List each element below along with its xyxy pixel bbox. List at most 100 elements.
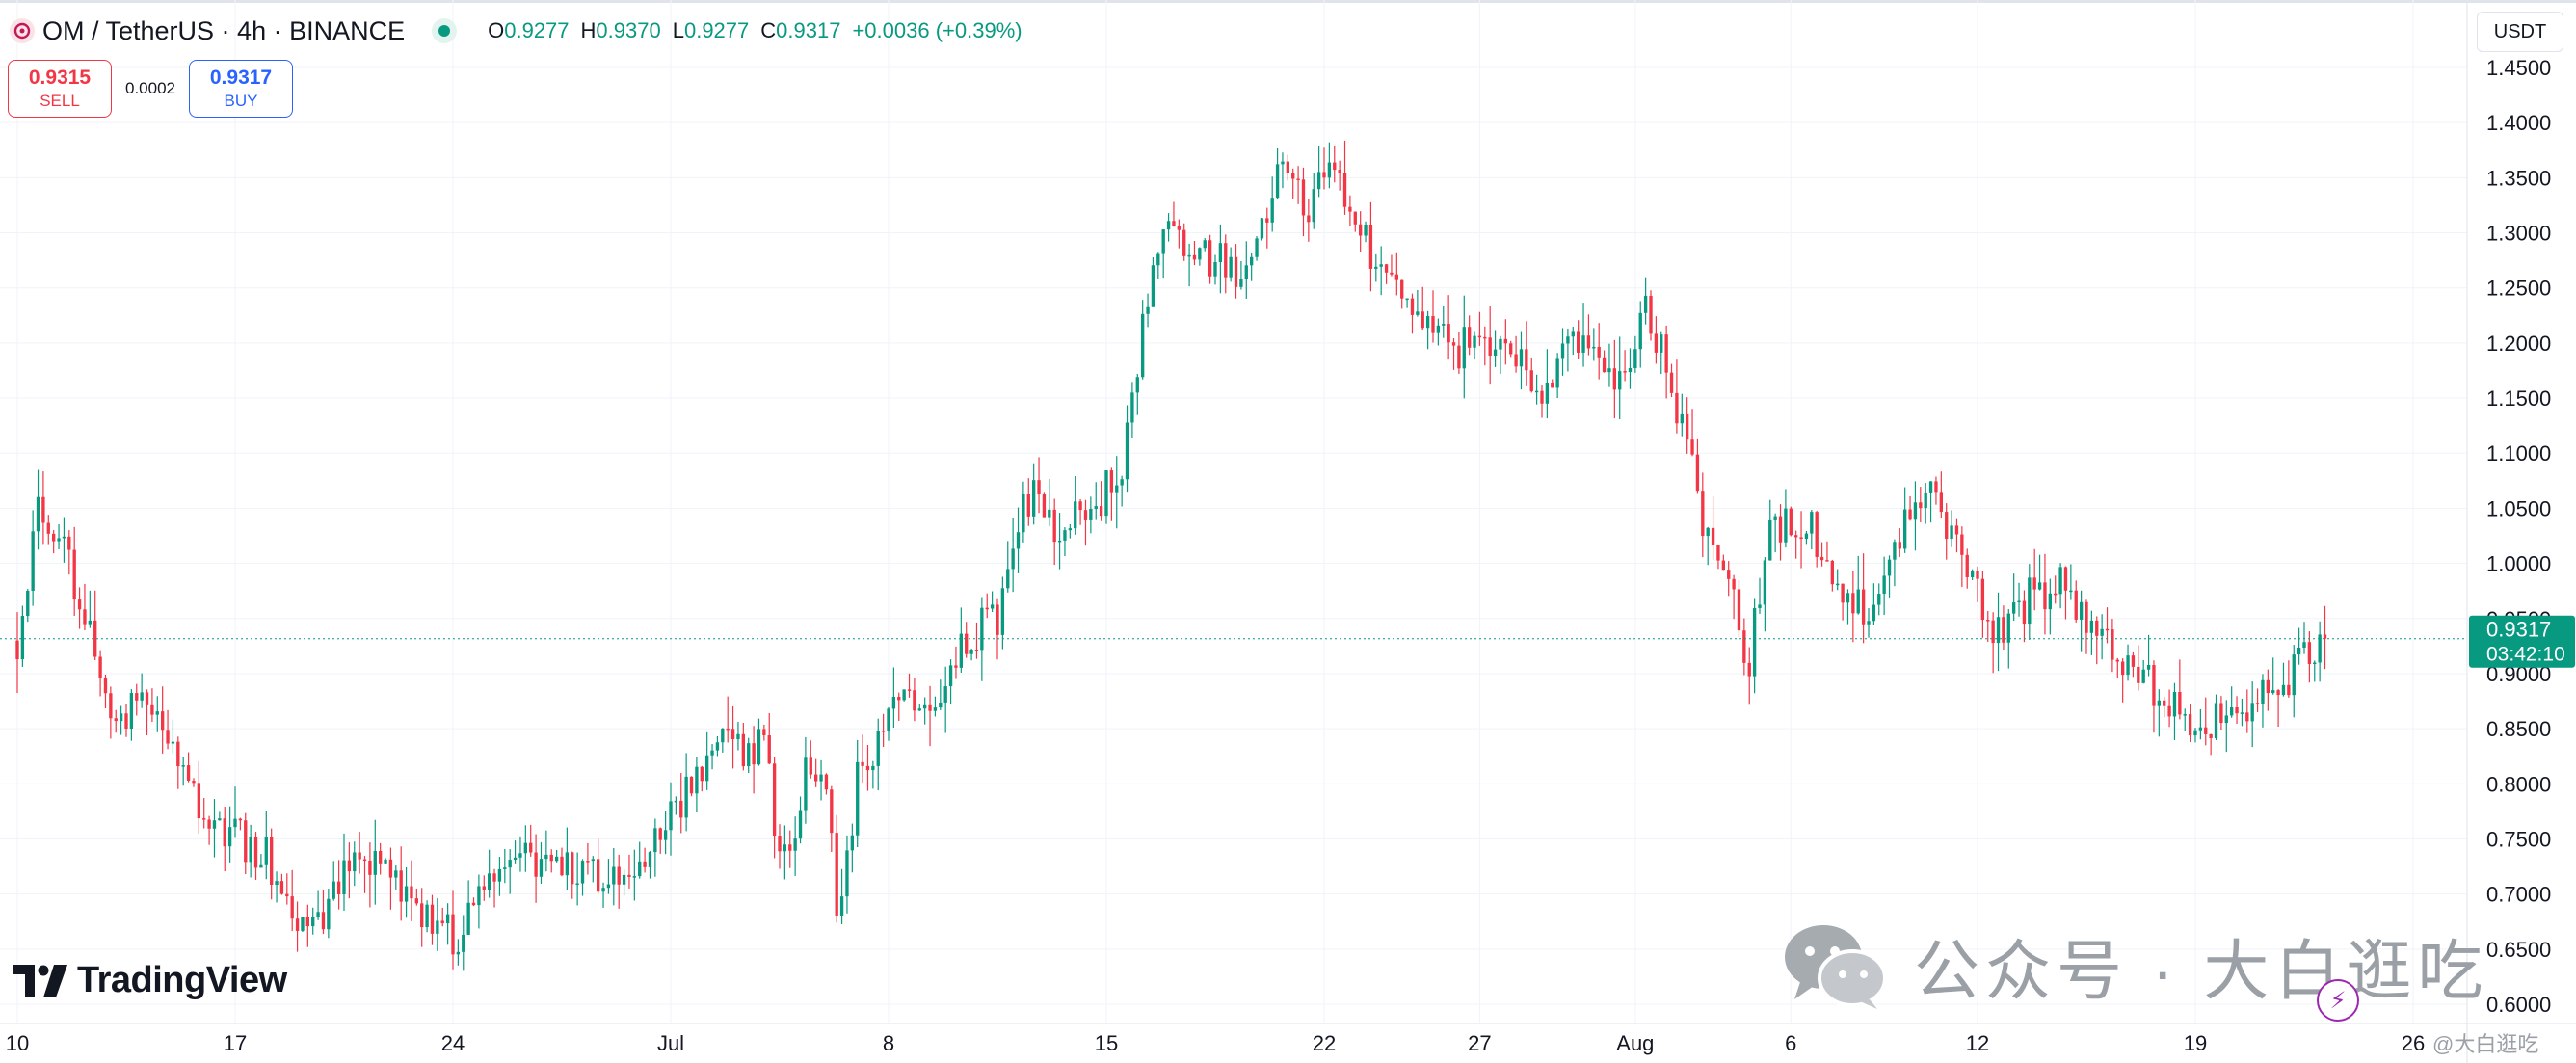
candle-body xyxy=(1000,588,1005,635)
up-candle xyxy=(606,859,611,894)
up-candle xyxy=(575,852,579,906)
down-candle xyxy=(1390,254,1394,277)
up-candle xyxy=(1115,456,1119,529)
up-candle xyxy=(1068,524,1073,539)
down-candle xyxy=(192,778,196,787)
candle-body xyxy=(83,609,87,625)
candle-body xyxy=(2240,712,2244,714)
candle-body xyxy=(1928,481,1933,493)
up-candle xyxy=(1405,298,1409,308)
up-candle xyxy=(2193,728,2197,743)
down-candle xyxy=(1525,321,1528,386)
time-axis-label: 6 xyxy=(1785,1031,1796,1055)
up-candle xyxy=(2183,708,2187,731)
down-candle xyxy=(1540,385,1544,418)
up-candle xyxy=(1063,527,1067,557)
down-candle xyxy=(1861,553,1866,644)
candle-body xyxy=(1643,295,1648,313)
down-candle xyxy=(788,830,792,868)
candle-body xyxy=(2302,642,2306,649)
candle-body xyxy=(1695,454,1700,492)
candle-body xyxy=(689,776,694,794)
candle-body xyxy=(974,650,979,651)
up-candle xyxy=(674,796,678,815)
up-candle xyxy=(1016,507,1021,573)
candle-body xyxy=(622,874,626,885)
up-candle xyxy=(275,871,279,903)
down-candle xyxy=(1980,571,1985,638)
candle-body xyxy=(2245,712,2249,722)
up-candle xyxy=(798,796,803,844)
up-candle xyxy=(1566,328,1570,372)
down-candle xyxy=(913,678,916,722)
candle-body xyxy=(212,820,217,829)
ohlc-low: L0.9277 xyxy=(672,18,750,42)
candle-body xyxy=(871,765,875,771)
candle-body xyxy=(653,828,657,853)
down-candle xyxy=(1711,496,1715,561)
up-candle xyxy=(1312,173,1315,229)
candle-body xyxy=(1006,569,1010,589)
candle-body xyxy=(529,842,533,853)
candle-body xyxy=(2002,617,2005,643)
down-candle xyxy=(492,868,496,908)
market-open-status-icon[interactable] xyxy=(432,18,458,43)
up-candle xyxy=(580,859,585,896)
candle-body xyxy=(1224,243,1228,278)
up-candle xyxy=(373,819,377,905)
up-candle xyxy=(487,849,491,898)
candle-body xyxy=(2323,634,2327,639)
candle-body xyxy=(316,912,320,917)
candle-body xyxy=(347,860,352,872)
candle-body xyxy=(1410,298,1415,315)
up-candle xyxy=(1187,243,1191,287)
candle-body xyxy=(933,707,938,711)
candle-body xyxy=(462,934,465,952)
down-candle xyxy=(1701,472,1705,558)
up-candle xyxy=(891,667,896,728)
down-candle xyxy=(244,812,248,875)
tradingview-logo[interactable]: TradingView xyxy=(13,960,287,1001)
candle-body xyxy=(150,704,154,715)
candle-body xyxy=(1980,578,1985,621)
sell-button[interactable]: 0.9315 SELL xyxy=(8,60,112,118)
lightning-icon[interactable]: ⚡ xyxy=(2317,979,2359,1022)
candle-body xyxy=(1083,510,1088,520)
up-candle xyxy=(1581,303,1585,367)
candle-body xyxy=(1841,583,1845,603)
down-candle xyxy=(1265,207,1269,249)
up-candle xyxy=(980,597,984,681)
ohlc-change: +0.0036 (+0.39%) xyxy=(852,18,1022,42)
candle-body xyxy=(1234,256,1238,287)
down-candle xyxy=(362,856,367,893)
up-candle xyxy=(887,706,890,741)
up-candle xyxy=(1260,218,1264,241)
up-candle xyxy=(669,782,673,856)
up-candle xyxy=(456,939,461,966)
up-candle xyxy=(601,882,605,908)
down-candle xyxy=(67,530,71,575)
candle-body xyxy=(1104,470,1108,517)
down-candle xyxy=(1291,168,1295,199)
candle-body xyxy=(456,951,461,955)
currency-button[interactable]: USDT xyxy=(2477,12,2563,52)
up-candle xyxy=(1364,221,1368,243)
symbol-title[interactable]: OM / TetherUS · 4h · BINANCE xyxy=(42,15,406,45)
candle-body xyxy=(876,731,880,766)
up-candle xyxy=(1462,295,1466,399)
candle-body xyxy=(663,830,668,840)
candle-body xyxy=(1825,560,1829,562)
up-candle xyxy=(497,857,502,896)
buy-button[interactable]: 0.9317 BUY xyxy=(189,60,293,118)
up-candle xyxy=(1804,530,1809,545)
up-candle xyxy=(503,848,507,884)
candle-body xyxy=(1576,331,1580,353)
down-candle xyxy=(643,847,647,873)
up-candle xyxy=(62,517,66,563)
down-candle xyxy=(290,869,294,932)
candle-body xyxy=(2028,577,2032,625)
om-coin-icon[interactable] xyxy=(10,18,35,43)
candle-body xyxy=(2297,648,2301,655)
candle-body xyxy=(850,835,855,851)
